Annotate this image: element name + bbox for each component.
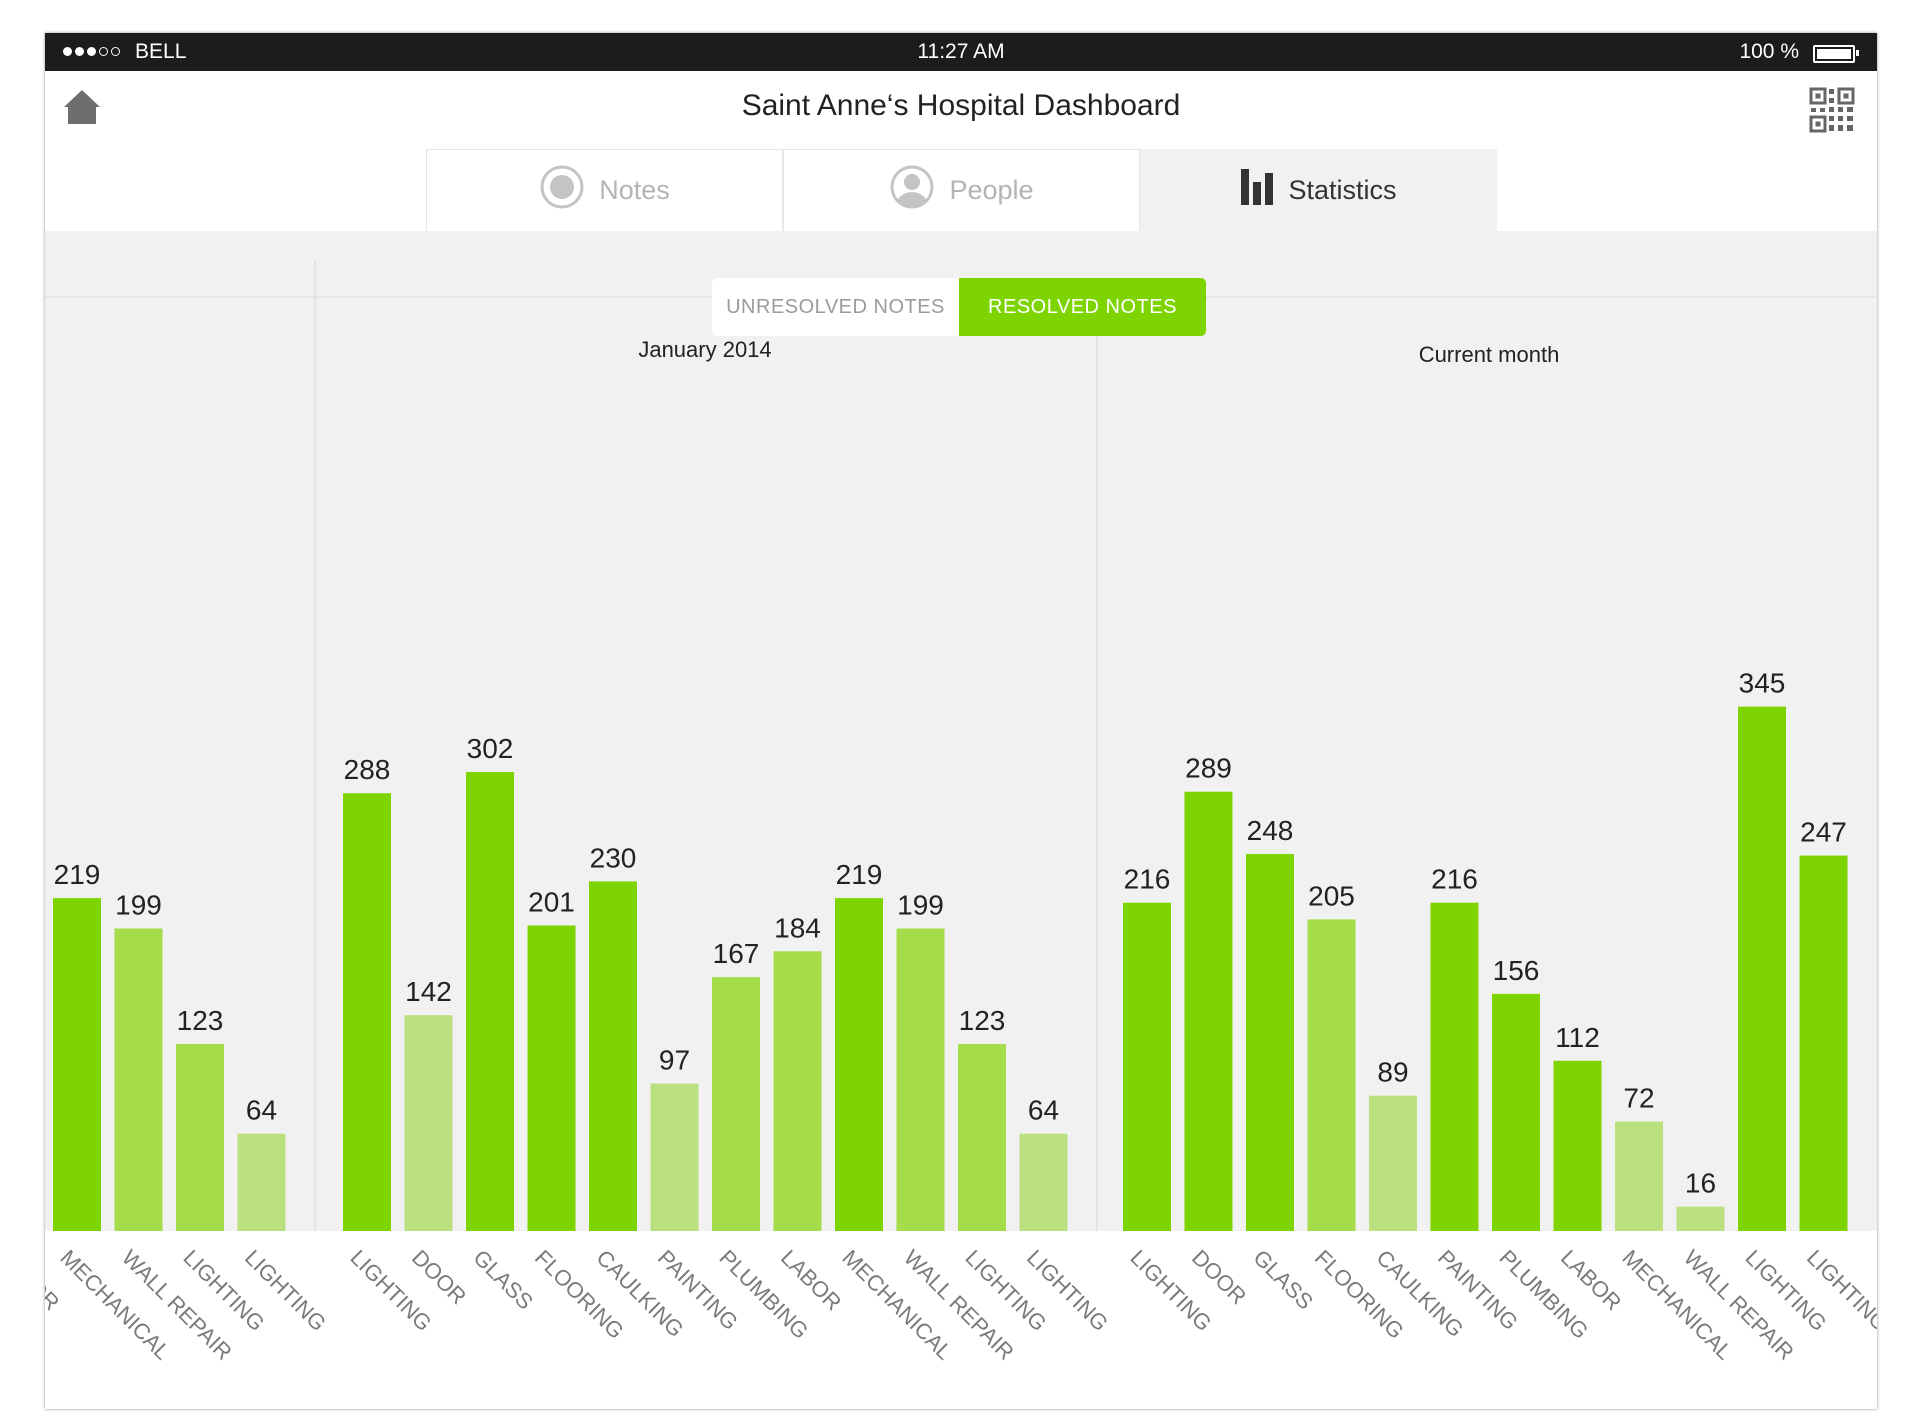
category-label: MECHANICAL <box>837 1245 957 1365</box>
bar <box>1738 706 1786 1231</box>
bar <box>1492 993 1540 1231</box>
tab-statistics[interactable]: Statistics <box>1140 149 1497 231</box>
data-label: 184 <box>774 912 821 943</box>
data-label: 205 <box>1308 880 1355 911</box>
data-label: 64 <box>1028 1095 1059 1126</box>
bar <box>176 1044 224 1231</box>
bar <box>896 928 945 1231</box>
data-label: 123 <box>959 1005 1006 1036</box>
category-label: WALL REPAIR <box>117 1245 237 1365</box>
bar <box>1307 919 1356 1231</box>
data-label: 142 <box>405 976 452 1007</box>
category-label: WALL REPAIR <box>899 1245 1019 1365</box>
bar <box>773 951 822 1231</box>
bar <box>1369 1095 1417 1231</box>
statistics-panel: 219 199 123 64 January 2014 288 142 302 201 230 97… <box>45 231 1877 1409</box>
category-label: GLASS <box>468 1245 538 1315</box>
tab-people[interactable]: People <box>783 149 1140 231</box>
data-label: 345 <box>1739 668 1786 699</box>
chart-title: Current month <box>1419 342 1560 367</box>
bar-chart-icon <box>1240 169 1274 212</box>
bar <box>589 881 637 1231</box>
bar-charts: 219 199 123 64 January 2014 288 142 302 201 230 97… <box>45 261 1877 1231</box>
battery-percent: 100 % <box>1739 40 1799 63</box>
tablet-screen: BELL 11:27 AM 100 % Saint Anne‘s Hospita… <box>45 33 1877 1409</box>
bar <box>466 771 514 1231</box>
bar <box>527 925 576 1231</box>
data-label: 288 <box>344 754 391 785</box>
page-title: Saint Anne‘s Hospital Dashboard <box>741 89 1181 122</box>
bar <box>343 793 391 1231</box>
bar <box>1430 902 1479 1231</box>
data-label: 97 <box>659 1045 690 1076</box>
bar <box>650 1083 699 1231</box>
chart-title: January 2014 <box>638 337 771 362</box>
category-label: WALL REPAIR <box>1679 1245 1799 1365</box>
data-label: 167 <box>713 938 760 969</box>
data-label: 199 <box>115 890 162 921</box>
record-circle-icon <box>539 164 585 217</box>
data-label: 156 <box>1493 955 1540 986</box>
bar <box>404 1015 453 1231</box>
signal-strength-icon <box>63 47 120 56</box>
data-label: 219 <box>54 859 101 890</box>
person-icon <box>889 164 935 217</box>
carrier-name: BELL <box>135 40 187 63</box>
qr-code-icon[interactable] <box>1809 87 1855 133</box>
bar <box>1246 854 1294 1231</box>
data-label: 216 <box>1124 864 1171 895</box>
unresolved-notes-button[interactable]: UNRESOLVED NOTES <box>712 278 959 336</box>
category-label: GLASS <box>1248 1245 1318 1315</box>
data-label: 216 <box>1431 864 1478 895</box>
data-label: 64 <box>246 1095 277 1126</box>
data-label: 89 <box>1377 1057 1408 1088</box>
tab-notes-label: Notes <box>599 175 670 205</box>
bar <box>1553 1060 1602 1231</box>
status-bar: BELL 11:27 AM 100 % <box>45 33 1877 71</box>
resolved-notes-button[interactable]: RESOLVED NOTES <box>959 278 1206 336</box>
data-label: 16 <box>1685 1168 1716 1199</box>
bar <box>835 898 883 1231</box>
bar <box>1184 791 1233 1231</box>
category-label: MECHANICAL <box>55 1245 175 1365</box>
data-label: 123 <box>177 1005 224 1036</box>
notes-status-toggle: UNRESOLVED NOTES RESOLVED NOTES <box>712 278 1206 336</box>
data-label: 248 <box>1247 815 1294 846</box>
data-label: 112 <box>1555 1022 1600 1053</box>
tab-people-label: People <box>949 175 1034 205</box>
data-label: 219 <box>836 859 883 890</box>
data-label: 247 <box>1800 817 1847 848</box>
tab-notes[interactable]: Notes <box>426 149 783 231</box>
bar <box>1676 1206 1725 1231</box>
category-label: MECHANICAL <box>1617 1245 1737 1365</box>
bar <box>1019 1133 1068 1231</box>
data-label: 199 <box>897 890 944 921</box>
tab-statistics-label: Statistics <box>1288 175 1397 205</box>
bar <box>712 977 760 1231</box>
data-label: 201 <box>528 886 575 917</box>
bar <box>1123 902 1171 1231</box>
bar <box>1615 1121 1663 1231</box>
category-axis-panel <box>45 1231 1877 1409</box>
battery-icon <box>1813 45 1859 63</box>
data-label: 289 <box>1185 753 1232 784</box>
tab-bar: Notes People <box>426 149 1497 231</box>
data-label: 230 <box>590 842 637 873</box>
bar <box>237 1133 286 1231</box>
bar <box>958 1044 1006 1231</box>
bar <box>114 928 163 1231</box>
bar <box>53 898 101 1231</box>
clock: 11:27 AM <box>917 40 1005 63</box>
home-icon[interactable] <box>63 88 101 126</box>
data-label: 72 <box>1623 1083 1654 1114</box>
bar <box>1799 855 1848 1231</box>
data-label: 302 <box>467 733 514 764</box>
